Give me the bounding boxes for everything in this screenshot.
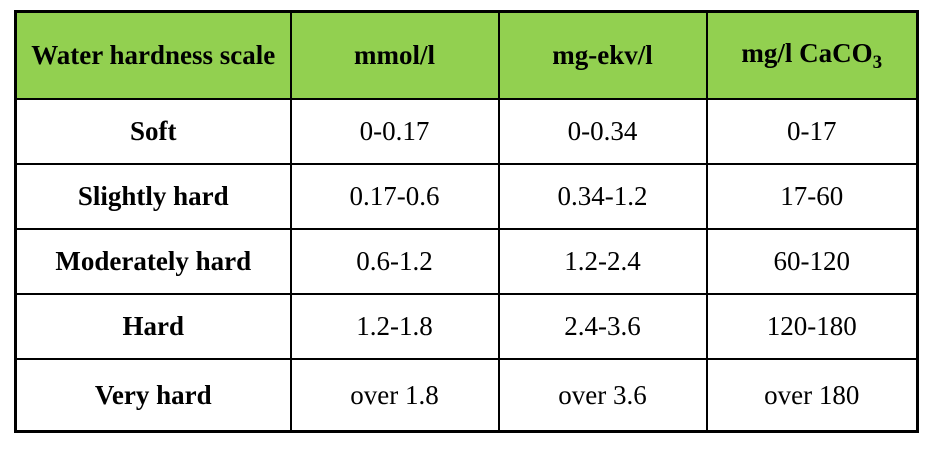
row-label-slightly-hard: Slightly hard	[14, 163, 292, 230]
row-label-very-hard: Very hard	[14, 358, 292, 433]
cell-caco3: 0-17	[705, 98, 919, 165]
table-row: Very hard over 1.8 over 3.6 over 180	[14, 358, 919, 433]
cell-mg-ekv: 1.2-2.4	[497, 228, 708, 295]
row-label-moderately-hard: Moderately hard	[14, 228, 292, 295]
header-mmol-per-liter: mmol/l	[289, 10, 500, 100]
water-hardness-table: Water hardness scale mmol/l mg-ekv/l mg/…	[14, 10, 919, 433]
cell-caco3: 120-180	[705, 293, 919, 360]
cell-mg-ekv: over 3.6	[497, 358, 708, 433]
table-row: Soft 0-0.17 0-0.34 0-17	[14, 98, 919, 165]
cell-mg-ekv: 0-0.34	[497, 98, 708, 165]
cell-mmol: over 1.8	[289, 358, 500, 433]
header-water-hardness-scale: Water hardness scale	[14, 10, 292, 100]
cell-caco3: 60-120	[705, 228, 919, 295]
cell-caco3: 17-60	[705, 163, 919, 230]
header-caco3-subscript: 3	[872, 51, 883, 73]
row-label-hard: Hard	[14, 293, 292, 360]
header-mg-ekv-per-liter: mg-ekv/l	[497, 10, 708, 100]
table-header-row: Water hardness scale mmol/l mg-ekv/l mg/…	[14, 10, 919, 100]
water-hardness-table-container: Water hardness scale mmol/l mg-ekv/l mg/…	[14, 10, 919, 433]
cell-mmol: 1.2-1.8	[289, 293, 500, 360]
cell-mg-ekv: 0.34-1.2	[497, 163, 708, 230]
table-row: Hard 1.2-1.8 2.4-3.6 120-180	[14, 293, 919, 360]
header-caco3-text: mg/l CaCO	[741, 37, 873, 68]
table-row: Slightly hard 0.17-0.6 0.34-1.2 17-60	[14, 163, 919, 230]
cell-mg-ekv: 2.4-3.6	[497, 293, 708, 360]
cell-mmol: 0-0.17	[289, 98, 500, 165]
table-row: Moderately hard 0.6-1.2 1.2-2.4 60-120	[14, 228, 919, 295]
header-mg-per-liter-caco3: mg/l CaCO3	[705, 10, 919, 100]
cell-mmol: 0.6-1.2	[289, 228, 500, 295]
cell-mmol: 0.17-0.6	[289, 163, 500, 230]
row-label-soft: Soft	[14, 98, 292, 165]
cell-caco3: over 180	[705, 358, 919, 433]
